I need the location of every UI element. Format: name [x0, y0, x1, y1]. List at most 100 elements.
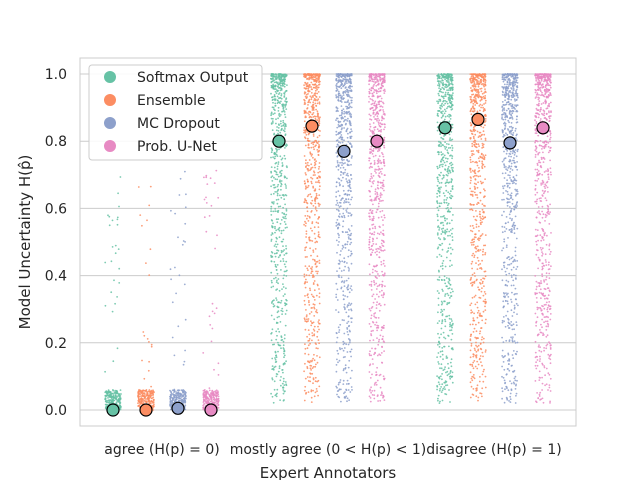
data-point	[450, 180, 453, 183]
data-point	[343, 280, 346, 282]
data-point	[284, 100, 286, 102]
data-point	[318, 102, 321, 105]
data-point	[275, 338, 278, 341]
data-point	[339, 323, 342, 326]
data-point	[285, 208, 288, 211]
data-point	[516, 82, 519, 84]
data-point	[307, 220, 310, 222]
data-point	[317, 270, 319, 273]
data-point	[309, 287, 311, 290]
data-point	[447, 84, 450, 87]
data-point	[506, 368, 509, 370]
data-point	[278, 115, 281, 118]
data-point	[306, 210, 309, 213]
data-point	[484, 90, 487, 93]
data-point	[510, 91, 512, 94]
data-point	[347, 255, 350, 258]
data-point	[508, 103, 511, 105]
data-point	[340, 179, 343, 182]
data-point	[311, 83, 314, 86]
data-point	[275, 92, 278, 95]
data-point	[271, 99, 274, 101]
data-point	[441, 310, 444, 312]
data-point	[438, 363, 440, 365]
data-point	[312, 366, 315, 368]
data-point	[335, 204, 338, 206]
data-point	[503, 150, 505, 153]
data-point	[343, 97, 345, 100]
data-point	[343, 392, 345, 395]
data-point	[317, 347, 319, 350]
data-point	[480, 83, 483, 86]
data-point	[343, 347, 346, 349]
data-point	[314, 248, 317, 250]
data-point	[315, 347, 318, 349]
data-point	[337, 168, 340, 171]
data-point	[338, 114, 341, 117]
data-point	[278, 92, 281, 94]
data-point	[517, 148, 519, 151]
data-point	[437, 180, 440, 183]
data-point	[480, 338, 483, 341]
data-point	[107, 392, 109, 394]
data-point	[312, 295, 314, 298]
data-point	[509, 398, 512, 401]
data-point	[284, 381, 287, 383]
data-point	[280, 299, 283, 302]
data-point	[448, 243, 451, 246]
data-point	[341, 109, 343, 112]
data-point	[274, 276, 277, 279]
data-point	[118, 282, 121, 284]
data-point	[469, 363, 472, 366]
data-point	[338, 184, 341, 187]
data-point	[478, 131, 481, 134]
data-point	[484, 95, 487, 97]
data-point	[469, 156, 472, 159]
data-point	[501, 321, 504, 324]
data-point	[276, 99, 279, 102]
data-point	[340, 286, 343, 289]
data-point	[304, 247, 307, 249]
data-point	[441, 314, 444, 317]
data-point	[309, 116, 311, 118]
data-point	[479, 281, 481, 284]
data-point	[447, 152, 450, 155]
data-point	[516, 265, 519, 268]
data-point	[508, 155, 510, 158]
data-point	[142, 400, 144, 403]
data-point	[279, 175, 282, 177]
data-point	[504, 284, 507, 287]
data-point	[335, 296, 338, 299]
data-point	[483, 156, 486, 159]
data-point	[475, 223, 478, 226]
data-point	[505, 132, 507, 135]
data-point	[273, 318, 276, 321]
data-point	[308, 339, 311, 342]
data-point	[440, 73, 443, 76]
data-point	[447, 367, 450, 370]
data-point	[445, 185, 447, 187]
data-point	[501, 268, 503, 271]
data-point	[515, 104, 518, 107]
data-point	[504, 325, 507, 328]
data-point	[169, 403, 172, 406]
data-point	[477, 344, 480, 347]
data-point	[342, 225, 344, 228]
data-point	[310, 267, 312, 270]
data-point	[472, 252, 475, 255]
data-point	[339, 132, 341, 135]
data-point	[283, 76, 286, 79]
data-point	[335, 86, 338, 88]
data-point	[335, 364, 338, 366]
data-point	[449, 137, 451, 140]
data-point	[450, 252, 452, 255]
data-point	[516, 341, 519, 344]
data-point	[319, 170, 321, 173]
data-point	[513, 382, 516, 385]
data-point	[277, 350, 279, 353]
data-point	[274, 155, 277, 158]
data-point	[512, 91, 514, 94]
data-point	[335, 119, 337, 121]
data-point	[346, 351, 349, 353]
data-point	[502, 146, 505, 148]
